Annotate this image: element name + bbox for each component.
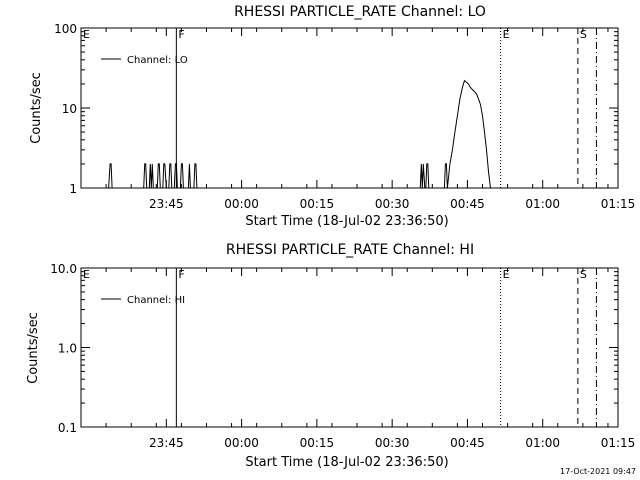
panel-lo: RHESSI PARTICLE_RATE Channel: LO Start T… xyxy=(29,4,635,229)
x-tick-label: 01:15 xyxy=(601,197,636,211)
x-tick-label: 00:30 xyxy=(375,436,410,450)
chart-title: RHESSI PARTICLE_RATE Channel: HI xyxy=(226,242,474,258)
x-tick-label: 00:30 xyxy=(375,197,410,211)
y-tick-label: 10 xyxy=(62,102,77,116)
x-tick-label: 23:45 xyxy=(149,436,184,450)
panel-hi: RHESSI PARTICLE_RATE Channel: HI Start T… xyxy=(26,242,635,470)
x-tick-label: 01:00 xyxy=(525,436,560,450)
x-tick-label: 00:45 xyxy=(450,197,485,211)
y-axis-label: Counts/sec xyxy=(26,312,41,384)
plot-frame xyxy=(80,267,619,428)
x-tick-label: 23:45 xyxy=(149,197,184,211)
y-tick-label: 0.1 xyxy=(58,421,77,435)
y-tick-label: 100 xyxy=(54,22,77,36)
chart-title: RHESSI PARTICLE_RATE Channel: LO xyxy=(234,4,486,20)
event-marker-label: E xyxy=(83,268,90,281)
event-marker-label: S xyxy=(580,28,587,41)
legend-entry: Channel: LO xyxy=(127,55,188,66)
event-marker-label: F xyxy=(178,28,184,41)
y-tick-label: 10.0 xyxy=(50,262,77,276)
x-tick-label: 01:00 xyxy=(525,197,560,211)
event-marker-label: E xyxy=(503,268,510,281)
x-axis-label: Start Time (18-Jul-02 23:36:50) xyxy=(245,214,448,229)
x-axis-label: Start Time (18-Jul-02 23:36:50) xyxy=(245,455,448,470)
event-marker-label: S xyxy=(580,268,587,281)
x-tick-label: 00:00 xyxy=(224,436,259,450)
timestamp: 17-Oct-2021 09:47 xyxy=(560,467,636,476)
event-marker-label: E xyxy=(83,28,90,41)
x-tick-label: 01:15 xyxy=(601,436,636,450)
x-tick-label: 00:15 xyxy=(300,436,335,450)
y-tick-label: 1 xyxy=(69,182,77,196)
x-tick-label: 00:00 xyxy=(224,197,259,211)
legend-entry: Channel: HI xyxy=(127,295,185,306)
plot-frame xyxy=(80,27,619,189)
y-tick-label: 1.0 xyxy=(58,342,77,356)
series-line xyxy=(108,79,491,189)
event-marker-label: F xyxy=(178,268,184,281)
event-marker-label: E xyxy=(503,28,510,41)
y-axis-label: Counts/sec xyxy=(29,72,44,144)
x-tick-label: 00:15 xyxy=(300,197,335,211)
x-tick-label: 00:45 xyxy=(450,436,485,450)
